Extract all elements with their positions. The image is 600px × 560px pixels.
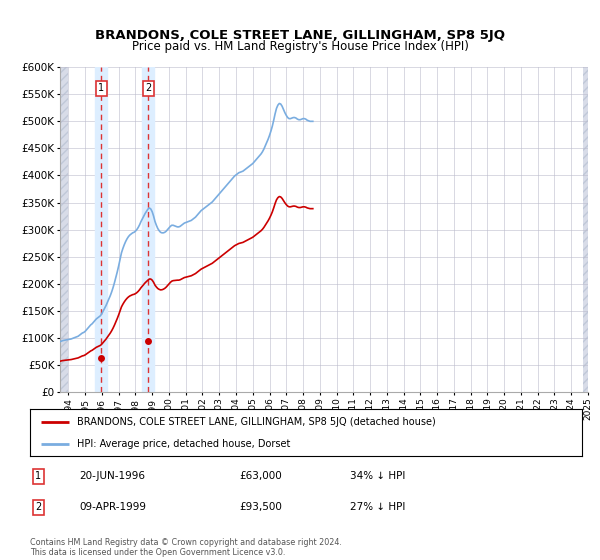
Text: BRANDONS, COLE STREET LANE, GILLINGHAM, SP8 5JQ: BRANDONS, COLE STREET LANE, GILLINGHAM, … bbox=[95, 29, 505, 42]
Text: Price paid vs. HM Land Registry's House Price Index (HPI): Price paid vs. HM Land Registry's House … bbox=[131, 40, 469, 53]
Text: 20-JUN-1996: 20-JUN-1996 bbox=[80, 472, 146, 482]
Text: HPI: Average price, detached house, Dorset: HPI: Average price, detached house, Dors… bbox=[77, 438, 290, 449]
Text: 2: 2 bbox=[35, 502, 41, 512]
Text: Contains HM Land Registry data © Crown copyright and database right 2024.
This d: Contains HM Land Registry data © Crown c… bbox=[30, 538, 342, 557]
Text: 1: 1 bbox=[98, 83, 104, 94]
Bar bbox=[142, 67, 154, 392]
Bar bbox=[95, 67, 107, 392]
Text: £93,500: £93,500 bbox=[240, 502, 283, 512]
Text: 09-APR-1999: 09-APR-1999 bbox=[80, 502, 146, 512]
Text: BRANDONS, COLE STREET LANE, GILLINGHAM, SP8 5JQ (detached house): BRANDONS, COLE STREET LANE, GILLINGHAM, … bbox=[77, 417, 436, 427]
Text: 34% ↓ HPI: 34% ↓ HPI bbox=[350, 472, 406, 482]
Text: 2: 2 bbox=[145, 83, 151, 94]
Text: 1: 1 bbox=[35, 472, 41, 482]
Text: £63,000: £63,000 bbox=[240, 472, 283, 482]
Text: 27% ↓ HPI: 27% ↓ HPI bbox=[350, 502, 406, 512]
